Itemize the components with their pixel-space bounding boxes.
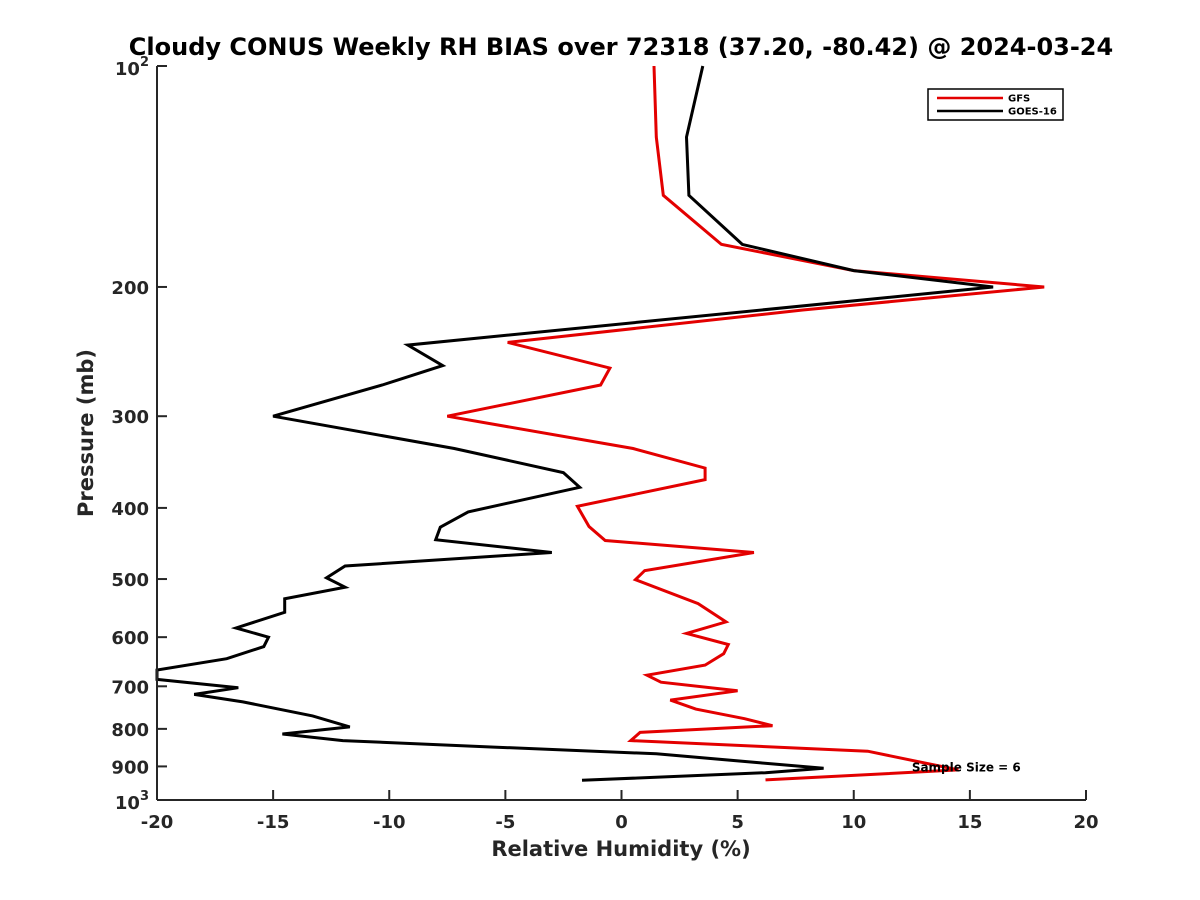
y-tick-label: 400 (111, 499, 149, 520)
legend-box (927, 88, 1064, 121)
y-axis-label: Pressure (mb) (74, 349, 98, 517)
chart-title: Cloudy CONUS Weekly RH BIAS over 72318 (… (129, 33, 1113, 61)
x-tick-label: 10 (841, 812, 866, 833)
plot-area: -20 -15 -10 -5 0 5 10 15 20 102 200 300 400 500 600 700… (111, 55, 1098, 833)
y-tick-label: 300 (111, 407, 149, 428)
x-tick-label: -20 (141, 812, 174, 833)
x-tick-label: -15 (257, 812, 290, 833)
y-tick-label: 800 (111, 720, 149, 741)
legend: GFS GOES-16 (927, 88, 1064, 121)
series-line-gfs (447, 65, 1045, 782)
x-tick-label: -5 (495, 812, 515, 833)
y-tick-label: 200 (111, 278, 149, 299)
y-tick-label: 700 (111, 677, 149, 698)
x-tick-label: 20 (1073, 812, 1098, 833)
y-tick-label: 500 (111, 570, 149, 591)
legend-label-gfs: GFS (1008, 94, 1030, 105)
y-tick-label: 900 (111, 757, 149, 778)
legend-label-goes16: GOES-16 (1008, 107, 1057, 118)
x-tick-label: -10 (373, 812, 406, 833)
sample-size-annotation: Sample Size = 6 (912, 760, 1021, 774)
x-tick-label: 15 (957, 812, 982, 833)
y-tick-label: 600 (111, 628, 149, 649)
x-tick-label: 0 (615, 812, 628, 833)
x-tick-label: 5 (731, 812, 744, 833)
y-tick-label: 103 (115, 789, 149, 814)
series-line-goes16 (155, 65, 994, 782)
x-axis-label: Relative Humidity (%) (491, 837, 750, 861)
y-tick-label: 102 (115, 55, 149, 80)
